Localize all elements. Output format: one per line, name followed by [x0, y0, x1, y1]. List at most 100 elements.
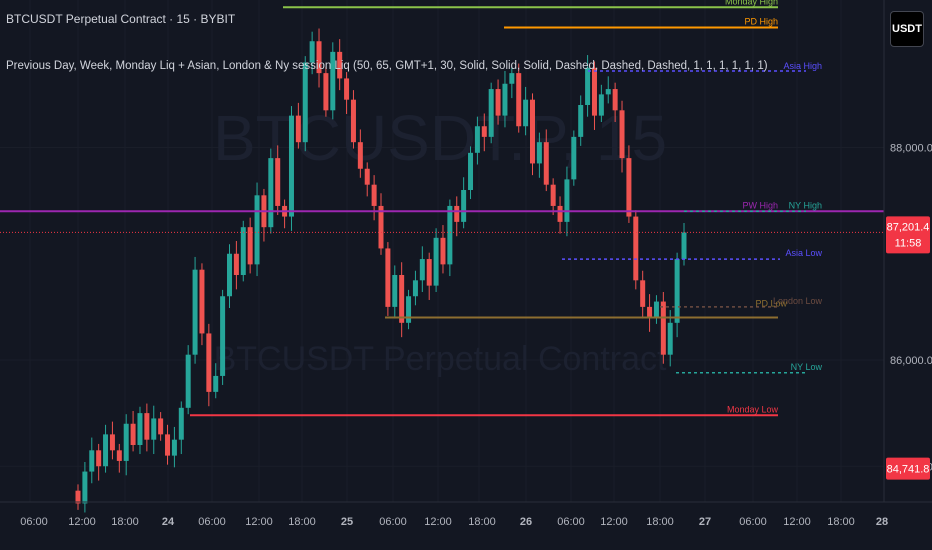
time-tick-label: 12:00 [424, 516, 452, 528]
candle-body [75, 490, 81, 504]
currency-button[interactable]: USDT [890, 11, 924, 47]
time-tick-label: 18:00 [827, 516, 855, 528]
level-label: NY High [789, 200, 822, 210]
candle-body [640, 280, 646, 307]
candle-body [171, 439, 177, 456]
candle-body [419, 259, 425, 281]
indicator-title[interactable]: Previous Day, Week, Monday Liq + Asian, … [6, 60, 768, 72]
candle-body [571, 136, 577, 180]
time-tick-label: 06:00 [557, 516, 585, 528]
time-tick-label: 12:00 [600, 516, 628, 528]
candle-body [543, 142, 549, 185]
candle-body [385, 248, 391, 307]
candle-body [667, 322, 673, 355]
time-tick-label: 12:00 [783, 516, 811, 528]
candle-body [378, 205, 384, 249]
time-tick-label: 12:00 [68, 516, 96, 528]
candle-body [461, 190, 467, 222]
candle-body [158, 418, 164, 435]
candle-body [103, 434, 109, 467]
level-label: London Low [773, 296, 823, 306]
candle-body [165, 434, 171, 456]
candle-body [192, 269, 198, 355]
candle-body [557, 205, 563, 222]
low-price-box [886, 457, 930, 480]
time-tick-label: 18:00 [646, 516, 674, 528]
candle-body [619, 110, 625, 159]
candle-body [399, 275, 405, 323]
candle-body [612, 89, 618, 111]
candle-body [302, 62, 308, 143]
candle-body [585, 67, 591, 105]
candle-body [468, 152, 474, 190]
level-label: PD Low [755, 299, 787, 309]
level-label: Monday High [725, 0, 778, 6]
candle-body [247, 227, 253, 265]
low-price-label: 84,741.8 [887, 464, 930, 476]
price-tick-label: 88,000.0 [890, 143, 932, 155]
time-axis[interactable]: 06:00 12:00 18:00 24 06:00 12:00 18:00 25 06:00 1… [20, 516, 888, 528]
price-tick-label: 86,000.0 [890, 355, 932, 367]
candle-body [406, 296, 412, 323]
level-label: PD High [744, 16, 778, 26]
candle-body [509, 73, 515, 84]
countdown-label: 11:58 [895, 237, 922, 249]
symbol-title[interactable]: BTCUSDT Perpetual Contract · 15 · BYBIT [6, 12, 236, 26]
candle-body [426, 259, 432, 286]
current-price-label: 87,201.4 [887, 221, 930, 233]
candle-body [488, 89, 494, 137]
candle-body [591, 67, 597, 116]
candle-body [330, 51, 336, 111]
candle-body [598, 94, 604, 116]
time-tick-label: 18:00 [288, 516, 316, 528]
chart-grid [0, 0, 884, 502]
time-tick-label: 27 [699, 516, 711, 528]
candle-body [392, 275, 398, 307]
candle-body [309, 41, 315, 63]
time-tick-label: 26 [520, 516, 532, 528]
candle-body [233, 253, 239, 275]
candle-body [516, 73, 522, 127]
candle-body [660, 301, 666, 355]
candle-body [213, 375, 219, 392]
candle-body [681, 232, 687, 260]
candle-body [123, 423, 129, 461]
candle-body [605, 89, 611, 95]
candle-body [82, 471, 88, 504]
candle-body [240, 227, 246, 275]
candle-body [530, 99, 535, 164]
candle-body [137, 413, 143, 445]
watermark-description: BTCUSDT Perpetual Contract [214, 340, 667, 378]
candle-body [647, 306, 653, 318]
time-tick-label: 25 [341, 516, 353, 528]
candle-body [206, 333, 212, 392]
candle-body [344, 78, 350, 100]
candle-body [564, 179, 570, 222]
candle-body [550, 184, 556, 206]
candle-body [254, 195, 260, 265]
candle-body [371, 184, 377, 206]
candle-body [178, 407, 184, 440]
current-price-box [886, 216, 930, 254]
candle-body [199, 269, 205, 334]
level-label: NY Low [791, 362, 823, 372]
price-labels: 87,201.4 11:58 84,741.8 [886, 216, 930, 480]
candles [75, 28, 687, 513]
candle-body [357, 142, 363, 169]
candle-body [454, 205, 460, 222]
candle-body [268, 158, 274, 228]
candle-body [578, 105, 584, 137]
candle-body [626, 158, 632, 217]
candle-body [364, 168, 370, 185]
candle-body [116, 450, 122, 461]
candle-body [144, 413, 150, 440]
watermark: BTCUSDT.P, 15 BTCUSDT Perpetual Contract [213, 102, 667, 378]
time-tick-label: 24 [162, 516, 175, 528]
candle-body [227, 253, 232, 297]
candle-body [412, 280, 418, 297]
candle-body [633, 216, 639, 281]
level-label: PW High [742, 200, 778, 210]
candle-body [220, 296, 226, 376]
candle-body [185, 354, 191, 408]
